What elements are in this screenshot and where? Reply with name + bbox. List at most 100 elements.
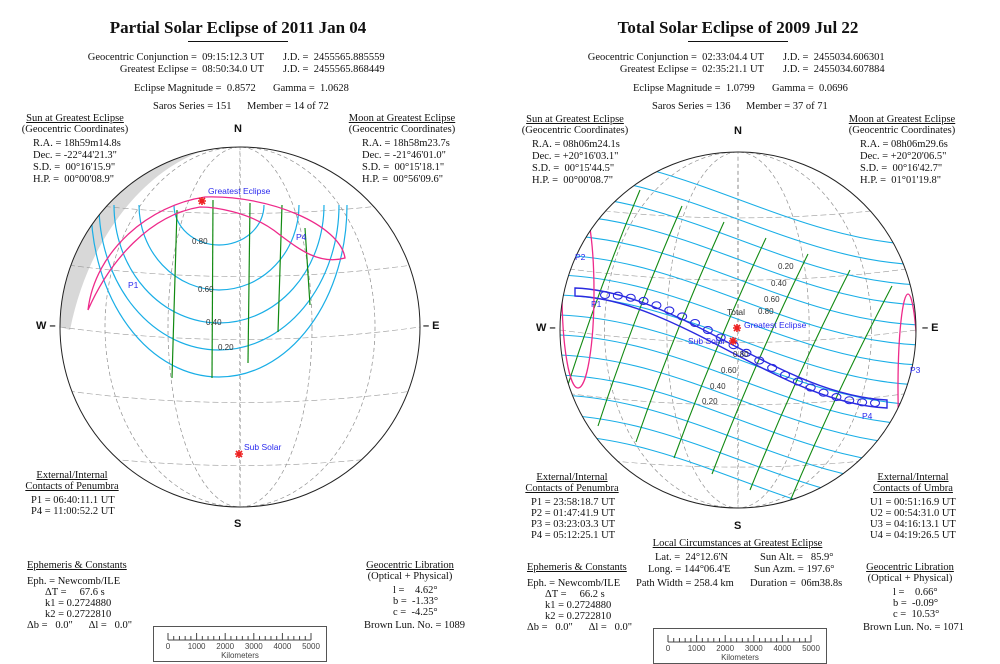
sub-solar-label: Sub Solar [688, 336, 726, 346]
umbral-shadow-outline [612, 291, 623, 300]
eclipse-magnitude: Eclipse Magnitude = 1.0799 [633, 83, 755, 94]
contour-label: 0.60 [198, 285, 214, 294]
scale-tick-label: 5000 [802, 644, 820, 653]
umbral-shadow-outline [767, 363, 778, 372]
contact-u3: U3 = 04:16:13.1 UT [870, 519, 956, 530]
ephemeris-heading: Ephemeris & Constants [27, 560, 127, 571]
compass-south: S [234, 518, 242, 530]
scale-tick-label: 0 [165, 642, 171, 651]
moon-dec: Dec. = +20°20'06.5" [860, 151, 947, 162]
p4-label: P4 [296, 232, 307, 242]
moon-heading: Moon at Greatest Eclipse [348, 113, 456, 124]
contour-label: 0.40 [206, 318, 222, 327]
parallel-line [60, 326, 420, 340]
magnitude-contour [560, 234, 916, 326]
penumbra-limit [87, 196, 346, 311]
libration-subheading: (Optical + Physical) [367, 571, 453, 582]
magnitude-contour [560, 194, 916, 286]
scale-unit-label: Kilometers [721, 653, 759, 662]
scale-unit-label: Kilometers [221, 651, 259, 660]
penumbra-limit [561, 195, 595, 389]
saros-member: Member = 14 of 72 [247, 101, 329, 112]
time-line [304, 227, 311, 306]
umbral-shadow-outline [625, 293, 636, 302]
contact-p4: P4 = 05:12:25.1 UT [531, 530, 616, 541]
umbral-shadow-outline [818, 388, 829, 397]
scale-tick-label: 4000 [773, 644, 792, 653]
magnitude-contour [560, 254, 916, 346]
umbral-shadow-outline [599, 290, 611, 300]
magnitude-contour [560, 274, 916, 366]
contour-label: 0.20 [778, 262, 794, 271]
moon-sd: S.D. = 00°15'18.1" [362, 162, 445, 173]
total-label: Total [727, 307, 745, 317]
libration-subheading: (Optical + Physical) [867, 573, 953, 584]
p3-label: P3 [910, 365, 921, 375]
p4-label: P4 [862, 411, 873, 421]
greatest-eclipse-label: Greatest Eclipse [744, 320, 807, 330]
title-divider [188, 41, 288, 42]
umbra-subheading: Contacts of Umbra [873, 483, 953, 494]
ephemeris-line: k2 = 0.2722810 [545, 611, 612, 622]
magnitude-contour [90, 204, 348, 378]
umbral-shadow-outline [831, 392, 842, 402]
magnitude-contour [560, 434, 916, 508]
p2-label: P2 [575, 252, 586, 262]
time-line [635, 221, 725, 443]
p1-label: P1 [591, 299, 602, 309]
scale-tick-label: 0 [665, 644, 671, 653]
magnitude-contour [560, 314, 916, 406]
sun-ra: R.A. = 18h59m14.8s [33, 138, 121, 149]
umbral-path [574, 287, 888, 409]
magnitude-contour [138, 204, 300, 291]
time-line [597, 205, 683, 427]
sun-hp: H.P. = 00°00'08.9" [33, 174, 115, 185]
duration: Duration = 06m38.8s [750, 578, 843, 589]
local-longitude: Long. = 144°06.4'E [648, 564, 731, 575]
conjunction-time: Geocentric Conjunction = 09:15:12.3 UT [87, 52, 264, 63]
umbral-shadow-outline [844, 396, 855, 405]
scale-tick-label: 1000 [187, 642, 206, 651]
contour-label: 0.60 [764, 295, 780, 304]
moon-hp: H.P. = 01°01'19.8" [860, 175, 942, 186]
meridian-line [167, 147, 313, 507]
eclipse-point-marker [235, 450, 243, 458]
compass-north: N [234, 123, 242, 135]
magnitude-contour [560, 214, 916, 306]
moon-subheading: (Geocentric Coordinates) [348, 124, 456, 135]
compass-south: S [734, 520, 742, 532]
scale-tick-label: 3000 [244, 642, 263, 651]
scale-ruler [167, 633, 312, 641]
greatest-eclipse-time: Greatest Eclipse = 02:35:21.1 UT [619, 64, 764, 75]
sun-sd: S.D. = 00°16'15.9" [33, 162, 116, 173]
moon-subheading: (Geocentric Coordinates) [848, 125, 956, 136]
brown-lunation: Brown Lun. No. = 1089 [364, 620, 466, 631]
magnitude-contour [560, 174, 916, 266]
sun-subheading: (Geocentric Coordinates) [521, 125, 629, 136]
libration-c: c = -4.25° [393, 607, 438, 618]
contact-u2: U2 = 00:54:31.0 UT [870, 508, 956, 519]
saros-series: Saros Series = 151 [153, 101, 232, 112]
parallel-line [60, 263, 420, 277]
moon-hp: H.P. = 00°56'09.6" [362, 174, 444, 185]
libration-heading: Geocentric Libration [366, 560, 454, 571]
umbral-shadow-outline [754, 356, 765, 365]
contact-p3: P3 = 03:23:03.3 UT [531, 519, 616, 530]
greatest-eclipse-label: Greatest Eclipse [208, 186, 271, 196]
contacts-heading: External/Internal [36, 470, 108, 481]
scale-tick-label: 3000 [744, 644, 763, 653]
ephemeris-line: ΔT = 66.2 s [545, 589, 605, 600]
path-width: Path Width = 258.4 km [636, 578, 734, 589]
scale-ruler [667, 635, 812, 643]
umbral-shadow-outline [664, 306, 675, 315]
contour-label: 0.20 [218, 343, 234, 352]
conjunction-jd: J.D. = 2455034.606301 [783, 52, 885, 63]
ephemeris-line: Δb = 0.0" Δl = 0.0" [27, 620, 133, 631]
scale-tick-label: 5000 [302, 642, 320, 651]
sun-dec: Dec. = -22°44'21.3" [33, 150, 117, 161]
saros-series: Saros Series = 136 [652, 101, 731, 112]
contour-label: 0.80 [758, 307, 774, 316]
greatest-eclipse-time: Greatest Eclipse = 08:50:34.0 UT [119, 64, 264, 75]
ephemeris-line: k1 = 0.2724880 [45, 598, 112, 609]
umbra-heading: External/Internal [877, 472, 949, 483]
